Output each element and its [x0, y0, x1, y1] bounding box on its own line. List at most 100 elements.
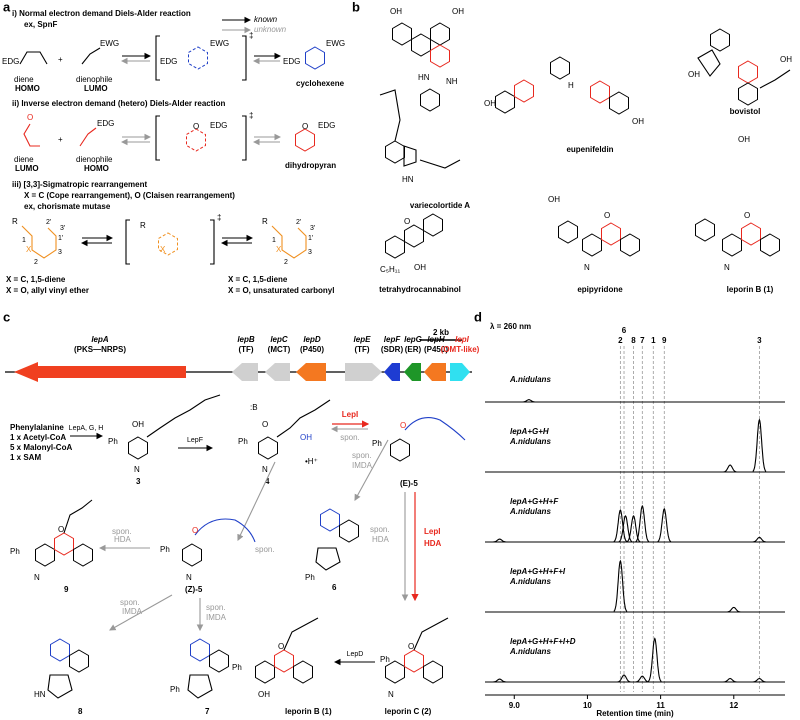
ring: [738, 82, 758, 106]
ring: [35, 543, 55, 567]
chain: [146, 394, 221, 438]
ring: [188, 46, 208, 70]
numbering: 2': [46, 219, 51, 226]
peak: [657, 507, 672, 543]
ring: [385, 235, 405, 259]
x-tick-label: 12: [729, 701, 738, 710]
peak: [723, 464, 737, 473]
numbering: 3': [310, 225, 315, 232]
atom: O: [193, 122, 199, 131]
atom: HN: [418, 73, 430, 82]
precursor: 5 x Malonyl-CoA: [10, 443, 72, 452]
numbering: 1': [308, 235, 313, 242]
ring: [760, 233, 780, 257]
label: cyclohexene: [296, 79, 345, 88]
x-tick-label: 9.0: [509, 701, 521, 710]
gene-arrow: [404, 363, 421, 381]
atom: OH: [632, 117, 644, 126]
gene-arrow: [424, 363, 446, 381]
atom: EWG: [100, 39, 119, 48]
compound-id: 7: [205, 707, 210, 716]
atom: X: [276, 245, 282, 254]
numbering: 1: [22, 237, 26, 244]
ring: [609, 91, 629, 115]
ring: [411, 33, 431, 57]
ring: [390, 438, 410, 462]
ring: [420, 88, 440, 112]
arrow: [237, 461, 276, 541]
compound-name: eupenifeldin: [566, 145, 613, 154]
gene-arrow: [14, 362, 186, 382]
atom: O: [192, 526, 198, 535]
label: HOMO: [15, 84, 40, 93]
enzyme: LepD: [347, 651, 364, 658]
ring: [274, 649, 294, 673]
heading: i) Normal electron demand Diels-Alder re…: [12, 9, 191, 18]
ring: [695, 218, 715, 242]
atom: N: [388, 690, 394, 699]
condition: spon.: [255, 545, 275, 554]
bracket: [155, 115, 247, 161]
gene-role: (MCT): [268, 345, 291, 354]
bond: [271, 225, 307, 259]
atom: OH: [300, 433, 312, 442]
ring: [190, 638, 210, 662]
bond: [404, 417, 466, 441]
gene-name: lepE: [354, 335, 372, 344]
atom: N: [724, 263, 730, 272]
base: :B: [250, 403, 258, 412]
bond: [759, 69, 791, 89]
ring: [255, 660, 275, 684]
plus: +: [58, 55, 63, 64]
ring: [128, 436, 148, 460]
ts-symbol: ‡: [249, 31, 253, 40]
atom: EWG: [210, 39, 229, 48]
bracket: [155, 35, 247, 81]
atom: OH: [738, 135, 750, 144]
ring: [339, 519, 359, 543]
atom: O: [58, 525, 64, 534]
ring: [385, 140, 405, 164]
heading: iii) [3,3]-Sigmatropic rearrangement: [12, 180, 147, 189]
condition: IMDA: [122, 607, 143, 616]
peak: [617, 674, 631, 683]
gene-name: lepB: [237, 335, 255, 344]
atom: OH: [688, 70, 700, 79]
label: dihydropyran: [285, 161, 336, 170]
ring: [403, 145, 417, 167]
label: X = O, allyl vinyl ether: [6, 286, 89, 295]
trace-host: A.nidulans: [509, 507, 551, 516]
gene-role: (ER): [405, 345, 422, 354]
numbering: 2: [284, 259, 288, 266]
gene-role: (OMT-like): [441, 345, 480, 354]
chain: [413, 617, 449, 651]
numbering: 2': [296, 219, 301, 226]
atom: X: [26, 245, 32, 254]
peak: [492, 538, 507, 543]
ring: [722, 233, 742, 257]
ring: [320, 508, 340, 532]
gene-name: lepG: [404, 335, 422, 344]
ring: [738, 60, 758, 84]
atom: Ph: [238, 437, 248, 446]
atom: O: [604, 211, 610, 220]
bond: [379, 89, 401, 142]
condition: spon.: [340, 433, 360, 442]
trace-name: A.nidulans: [509, 375, 551, 384]
ring: [620, 233, 640, 257]
ts-symbol: ‡: [249, 111, 253, 120]
atom: EDG: [97, 119, 114, 128]
panel-d: d λ = 260 nm Retention time (min) 9.0 10 1…: [474, 309, 785, 718]
atom: Ph: [160, 545, 170, 554]
ring: [514, 79, 534, 103]
atom: R: [12, 217, 18, 226]
label: X = C, 1,5-diene: [6, 275, 66, 284]
compound-name: bovistol: [730, 107, 761, 116]
ring: [47, 674, 73, 699]
gene-arrow: [265, 363, 290, 381]
ring: [73, 543, 93, 567]
ring: [305, 46, 325, 70]
compound-name: epipyridone: [577, 285, 623, 294]
condition: HDA: [114, 535, 132, 544]
